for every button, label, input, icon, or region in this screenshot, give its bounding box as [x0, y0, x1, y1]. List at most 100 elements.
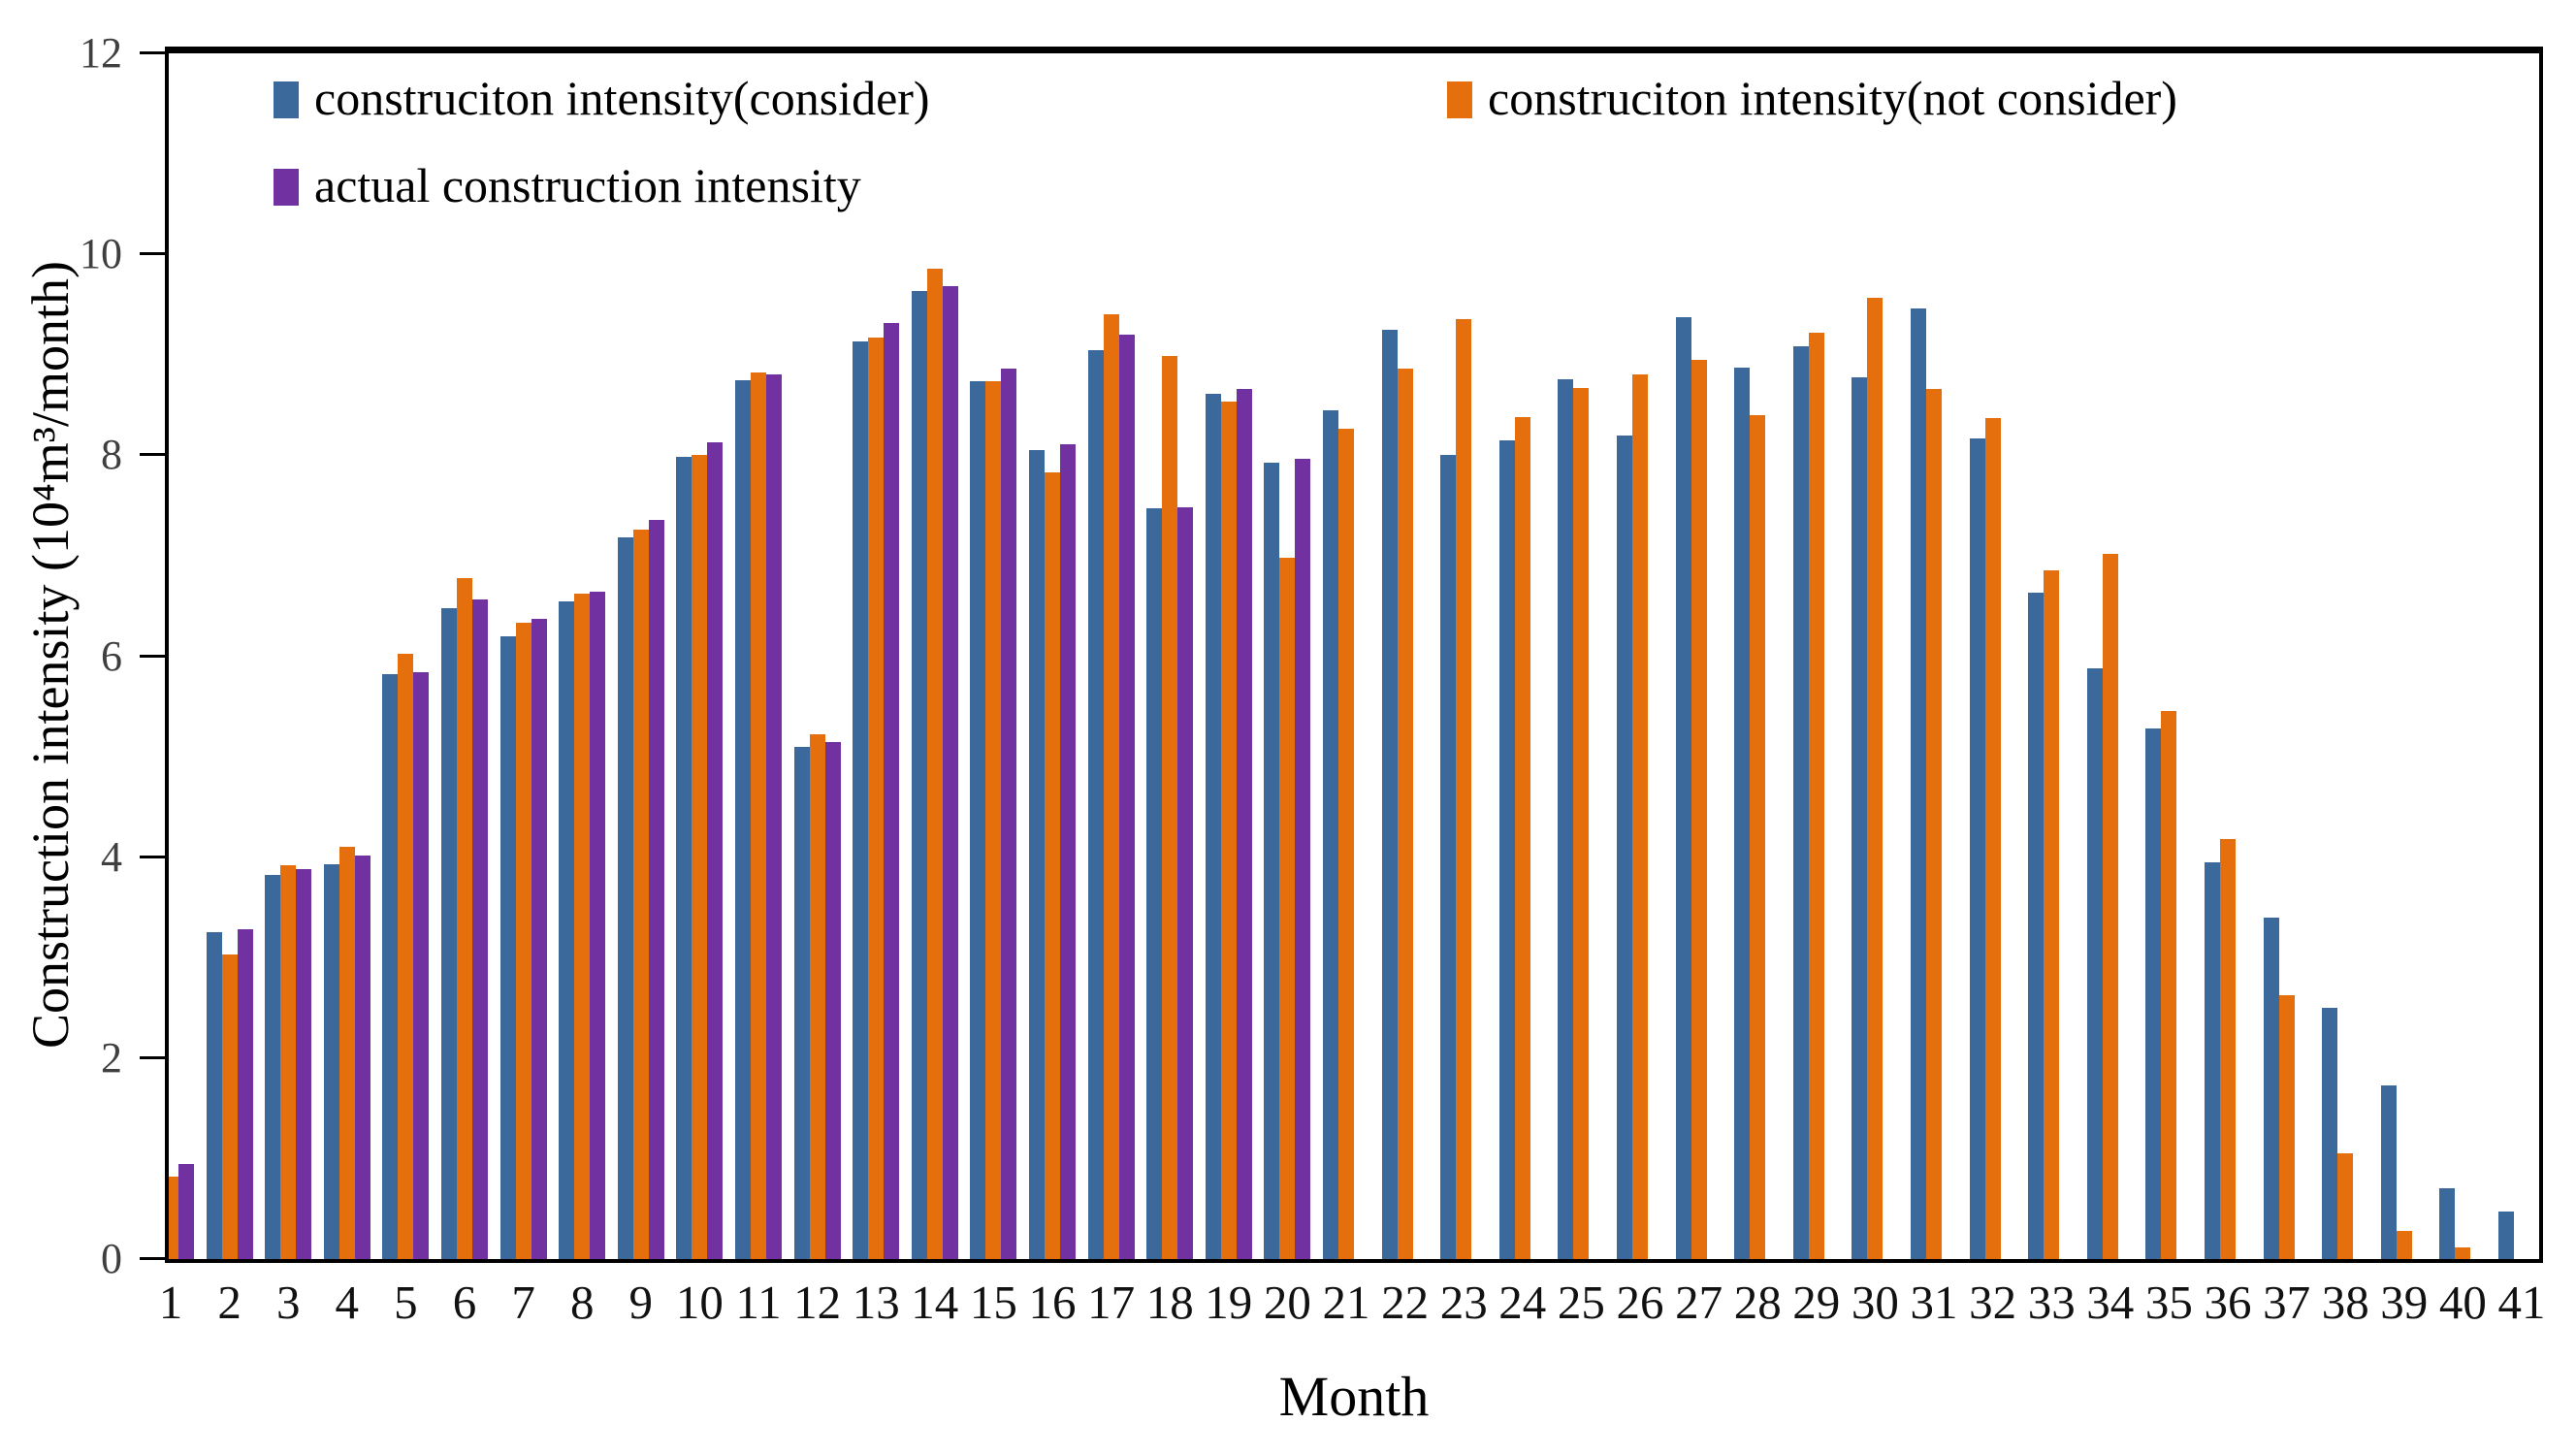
bar-month29-series2: [1808, 332, 1824, 1259]
bar-month19-series1: [1205, 394, 1221, 1259]
x-axis-tick-label: 9: [628, 1276, 654, 1329]
bar-month40-series1: [2439, 1188, 2456, 1259]
x-axis-tick-label: 12: [793, 1276, 842, 1329]
x-axis-tick-label: 23: [1439, 1276, 1488, 1329]
x-axis-tick-label: 37: [2263, 1276, 2311, 1329]
bar-month35-series2: [2161, 711, 2177, 1259]
x-axis-tick-label: 21: [1322, 1276, 1370, 1329]
bar-month23-series1: [1440, 455, 1457, 1259]
y-axis-tick: [140, 855, 165, 858]
x-axis-tick-label: 1: [158, 1276, 183, 1329]
x-axis-tick-label: 10: [675, 1276, 724, 1329]
y-axis-tick: [140, 1055, 165, 1059]
x-axis-tick-label: 18: [1145, 1276, 1194, 1329]
bar-month36-series1: [2205, 861, 2220, 1259]
bar-month18-series2: [1162, 355, 1178, 1259]
x-axis-tick-label: 19: [1205, 1276, 1253, 1329]
plot-border: [165, 47, 2543, 1263]
y-axis-tick: [140, 654, 165, 658]
bar-month41-series1: [2498, 1212, 2514, 1259]
bar-month8-series1: [559, 600, 575, 1259]
y-axis-tick: [140, 252, 165, 256]
bar-month28-series2: [1750, 414, 1766, 1259]
bar-month27-series1: [1675, 317, 1691, 1259]
x-axis-tick-label: 8: [569, 1276, 595, 1329]
bar-month12-series3: [824, 741, 841, 1259]
bar-month6-series3: [472, 599, 488, 1259]
x-axis-tick-label: 30: [1851, 1276, 1899, 1329]
x-axis-tick-label: 41: [2497, 1276, 2546, 1329]
bar-month8-series2: [574, 594, 591, 1259]
bar-month20-series1: [1264, 462, 1280, 1259]
x-axis-tick-label: 28: [1733, 1276, 1782, 1329]
bar-month27-series2: [1690, 359, 1707, 1259]
x-axis-tick-label: 35: [2144, 1276, 2193, 1329]
bar-month21-series1: [1323, 409, 1338, 1259]
bar-month22-series1: [1381, 329, 1398, 1259]
x-axis-tick-label: 17: [1087, 1276, 1136, 1329]
bar-month22-series2: [1397, 369, 1413, 1259]
bar-month13-series3: [884, 322, 900, 1259]
y-axis-tick-label: 2: [101, 1033, 122, 1082]
y-axis-tick-label: 0: [101, 1235, 122, 1282]
bar-month14-series1: [911, 291, 927, 1259]
bar-month35-series1: [2145, 728, 2162, 1259]
bar-month25-series1: [1558, 378, 1574, 1259]
bar-month4-series3: [354, 855, 370, 1259]
y-axis-tick-label: 12: [80, 29, 122, 77]
x-axis-tick-label: 38: [2321, 1276, 2369, 1329]
bar-month14-series3: [942, 286, 958, 1259]
bar-month30-series1: [1852, 376, 1868, 1259]
bar-month12-series1: [793, 746, 810, 1259]
x-axis-tick-label: 31: [1910, 1276, 1958, 1329]
bar-month1-series2: [169, 1177, 178, 1259]
bar-month34-series2: [2102, 553, 2118, 1259]
bar-month29-series1: [1792, 346, 1809, 1259]
bar-month37-series1: [2263, 917, 2279, 1259]
bar-month32-series2: [1984, 418, 2001, 1259]
bar-month24-series2: [1514, 416, 1530, 1259]
bar-month20-series3: [1295, 459, 1311, 1259]
plot-area: [169, 53, 2539, 1259]
x-axis-tick-label: 24: [1498, 1276, 1547, 1329]
bar-month4-series2: [338, 847, 355, 1259]
legend-marker-actual: [274, 169, 299, 206]
bar-month26-series2: [1632, 374, 1648, 1259]
bar-month39-series2: [2396, 1230, 2412, 1259]
x-axis-tick-label: 29: [1792, 1276, 1841, 1329]
bar-month15-series1: [970, 380, 986, 1259]
bar-month5-series2: [398, 654, 414, 1259]
bar-month10-series1: [676, 457, 692, 1259]
bar-month19-series3: [1236, 388, 1252, 1259]
x-axis-tick-label: 7: [511, 1276, 535, 1329]
bar-month31-series1: [1911, 308, 1926, 1259]
x-axis-tick-label: 33: [2027, 1276, 2076, 1329]
x-axis-title: Month: [1278, 1365, 1430, 1428]
bar-month3-series2: [280, 864, 297, 1259]
x-axis-tick-label: 32: [1969, 1276, 2017, 1329]
bar-month13-series1: [853, 341, 869, 1259]
bar-month6-series1: [441, 607, 457, 1259]
bar-month18-series3: [1177, 507, 1194, 1259]
x-axis-tick-label: 5: [394, 1276, 418, 1329]
bar-month38-series2: [2337, 1153, 2354, 1259]
legend-marker-not-consider: [1447, 81, 1472, 118]
bar-month33-series1: [2028, 593, 2045, 1259]
legend-marker-consider: [274, 81, 299, 118]
bar-month11-series3: [766, 374, 782, 1259]
x-axis-tick-label: 15: [969, 1276, 1017, 1329]
bar-month11-series2: [751, 372, 766, 1259]
bar-month9-series1: [617, 537, 633, 1259]
y-axis-tick: [140, 453, 165, 457]
legend-label-not-consider: construciton intensity(not consider): [1488, 71, 2177, 125]
bar-month19-series2: [1220, 402, 1237, 1259]
bar-month28-series1: [1734, 368, 1751, 1259]
y-axis-tick-label: 4: [101, 832, 122, 881]
x-axis-tick-label: 6: [452, 1276, 477, 1329]
bar-month23-series2: [1456, 319, 1472, 1259]
bar-month11-series1: [735, 379, 751, 1259]
x-axis-tick-label: 2: [217, 1276, 242, 1329]
bar-month3-series1: [265, 875, 281, 1259]
x-axis-tick-label: 40: [2438, 1276, 2487, 1329]
